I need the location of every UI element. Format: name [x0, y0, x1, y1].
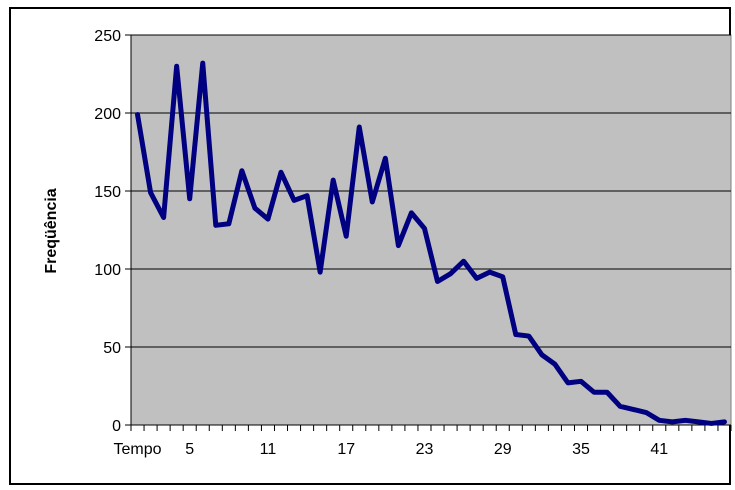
x-tick-label: 11	[260, 441, 277, 458]
y-tick-label: 100	[94, 262, 121, 279]
y-tick-label: 250	[94, 28, 121, 45]
x-tick-label: Tempo	[114, 441, 162, 458]
x-tick-label: 35	[572, 441, 590, 458]
x-axis: Tempo 5 11 17 23 29 35 41	[114, 424, 732, 458]
y-tick-label: 50	[103, 340, 121, 357]
plot-area	[130, 34, 732, 426]
x-tick-label: 5	[185, 441, 194, 458]
series-line	[135, 60, 727, 426]
y-axis-label: Freqüência	[43, 188, 60, 273]
y-tick-label: 0	[112, 418, 121, 435]
x-tick-label: 41	[650, 441, 668, 458]
x-tick-label: 17	[337, 441, 355, 458]
y-tick-label: 200	[94, 106, 121, 123]
gridlines	[131, 34, 731, 348]
y-axis: 0 50 100 150 200 250	[94, 28, 132, 435]
y-tick-label: 150	[94, 184, 121, 201]
x-tick-label: 29	[494, 441, 512, 458]
x-tick-label: 23	[416, 441, 434, 458]
